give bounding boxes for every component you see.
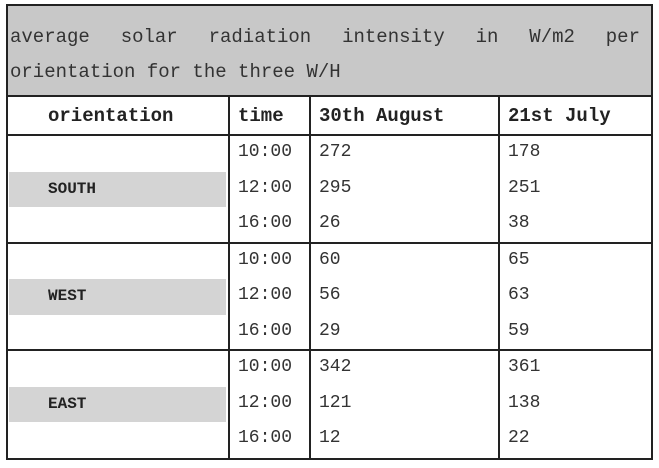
column-header: 30th August [319,105,445,127]
cell: 63 [508,285,530,305]
divider [6,349,653,351]
divider [228,96,230,458]
cell: 295 [319,177,352,198]
orientation-label: WEST [48,287,87,305]
cell: 16:00 [238,428,293,448]
cell: 60 [319,249,341,270]
divider [309,96,311,458]
cell: 10:00 [238,357,293,377]
orientation-band [9,171,226,207]
cell: 59 [508,320,530,341]
cell: 272 [319,142,352,162]
cell: 12 [319,428,341,448]
orientation-label: SOUTH [48,179,97,198]
cell: 22 [508,428,530,448]
title-background [6,4,653,96]
border [6,4,8,460]
divider [6,134,653,136]
cell: 251 [508,177,541,198]
cell: 361 [508,357,541,377]
border [651,4,653,460]
orientation-label: EAST [48,394,87,413]
cell: 342 [319,357,352,377]
divider [6,241,653,244]
cell: 178 [508,142,541,162]
cell: 10:00 [238,249,293,270]
cell: 10:00 [238,142,293,162]
orientation-band [9,386,226,422]
cell: 26 [319,213,341,233]
orientation-band [9,279,226,315]
column-header: time [238,105,284,127]
cell: 16:00 [238,213,293,233]
border [6,95,653,97]
table-title: average solar radiation intensity in W/m… [10,26,640,83]
cell: 38 [508,213,530,233]
divider [498,96,500,458]
cell: 12:00 [238,177,293,198]
cell: 29 [319,320,341,341]
border [6,458,653,460]
cell: 16:00 [238,320,293,341]
column-header: orientation [48,105,174,127]
cell: 12:00 [238,392,293,413]
cell: 138 [508,392,541,413]
cell: 65 [508,249,530,270]
cell: 12:00 [238,285,293,305]
cell: 56 [319,285,341,305]
cell: 121 [319,392,352,413]
column-header: 21st July [508,105,611,127]
